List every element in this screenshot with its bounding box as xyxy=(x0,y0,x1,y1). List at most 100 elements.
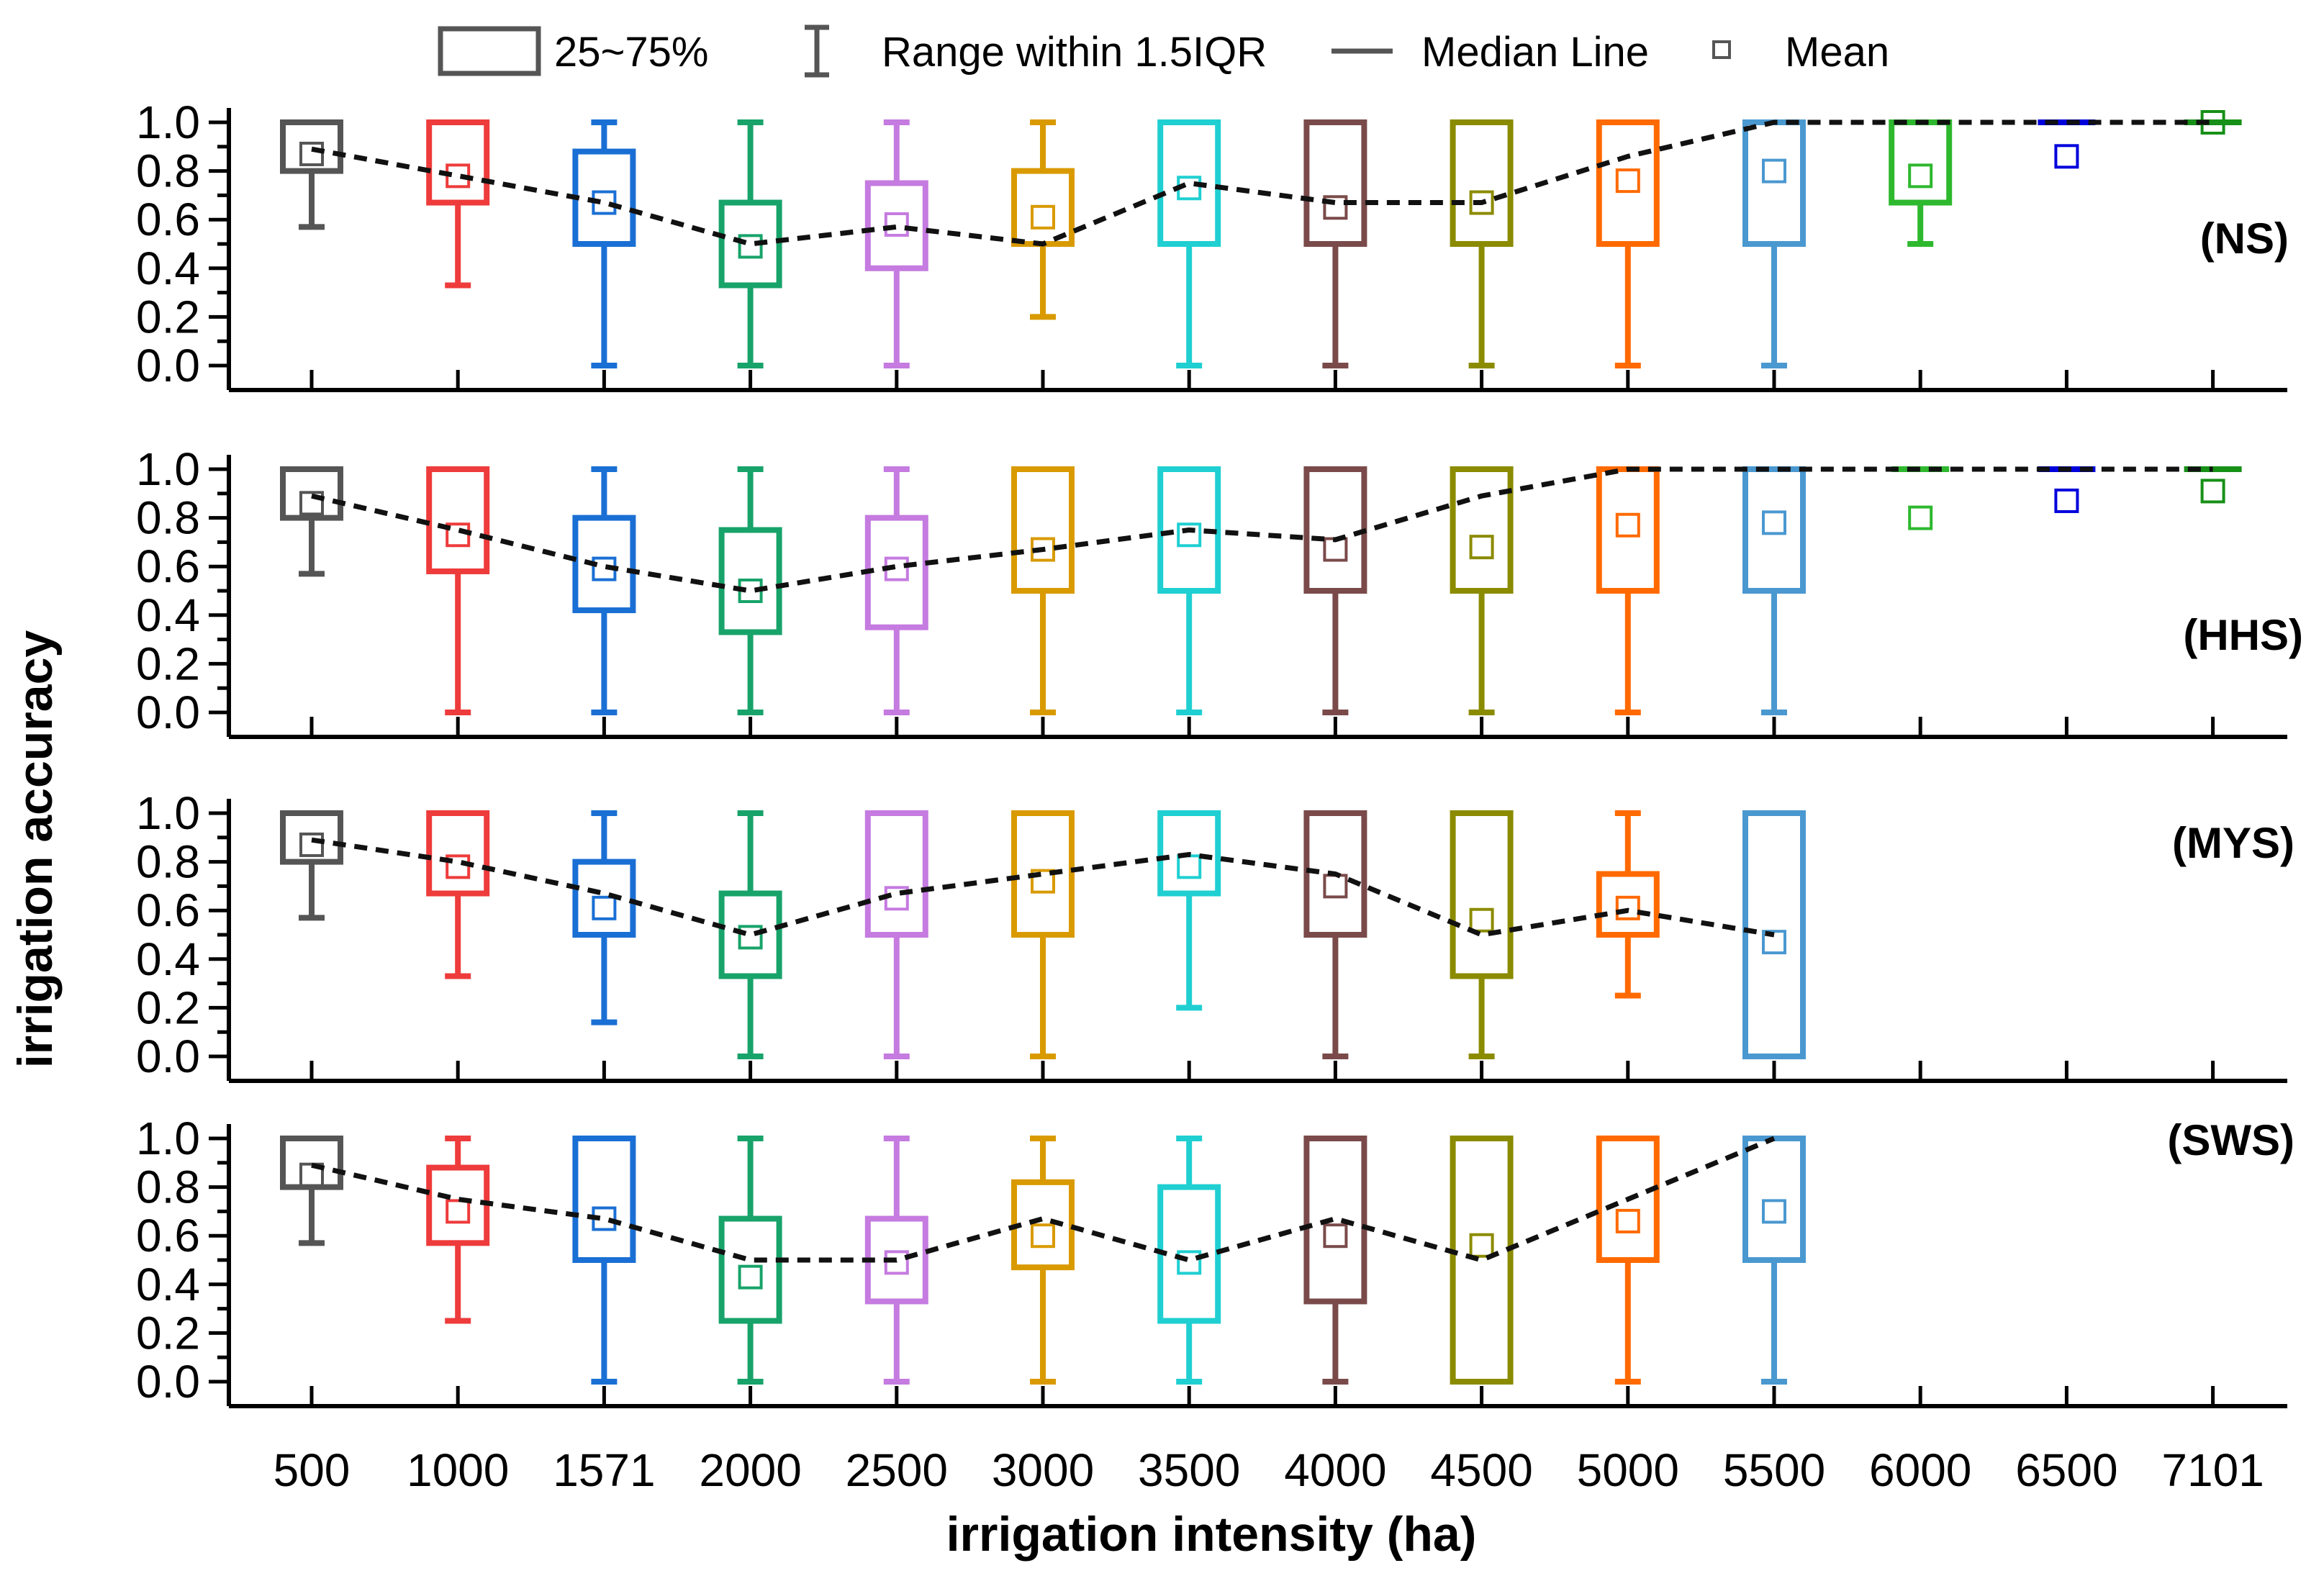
mean-marker xyxy=(1031,869,1055,894)
box-5500 xyxy=(1742,810,1806,1059)
box-3000 xyxy=(1011,810,1075,1059)
box-4500 xyxy=(1450,466,1514,715)
mean-marker xyxy=(738,234,763,259)
box-1000 xyxy=(426,466,490,715)
box-4500 xyxy=(1450,810,1514,1059)
y-tick-label: 0.2 xyxy=(136,291,200,343)
box-1571 xyxy=(572,119,636,368)
panels: 0.00.20.40.60.81.0(NS)0.00.20.40.60.81.0… xyxy=(136,96,2303,1408)
iqr-box xyxy=(1011,810,1075,938)
y-tick-label: 0.4 xyxy=(136,1259,200,1310)
mean-marker xyxy=(738,1264,763,1290)
y-tick-label: 0.8 xyxy=(136,145,200,197)
y-tick-label: 1.0 xyxy=(136,443,200,495)
y-tick-label: 0.0 xyxy=(136,340,200,391)
mean-marker xyxy=(884,212,909,237)
mean-marker xyxy=(1762,158,1786,184)
iqr-box xyxy=(1742,466,1806,594)
mean-marker xyxy=(1762,1199,1786,1224)
box-2500 xyxy=(864,119,928,368)
y-tick-label: 1.0 xyxy=(136,787,200,839)
box-4500 xyxy=(1450,119,1514,368)
panel-label: (SWS) xyxy=(2167,1116,2294,1164)
y-tick-label: 1.0 xyxy=(136,96,200,148)
x-tick-label: 3000 xyxy=(992,1444,1094,1496)
iqr-box xyxy=(718,527,782,635)
mean-marker xyxy=(1177,522,1202,548)
panel-mys: 0.00.20.40.60.81.0 (MYS) xyxy=(136,787,2294,1083)
iqr-box xyxy=(1450,1136,1514,1385)
box-4500 xyxy=(1450,1136,1514,1385)
iqr-box xyxy=(1303,1136,1367,1305)
y-tick-label: 0.6 xyxy=(136,194,200,245)
iqr-box xyxy=(1742,810,1806,1059)
mean-marker xyxy=(2054,144,2079,169)
iqr-box xyxy=(426,810,490,897)
y-tick-label: 0.0 xyxy=(136,1030,200,1082)
iqr-box xyxy=(1157,119,1221,247)
panel-label: (HHS) xyxy=(2183,611,2303,659)
box-2000 xyxy=(718,119,782,368)
iqr-box xyxy=(718,1215,782,1324)
box-4000 xyxy=(1303,1136,1367,1385)
mean-marker xyxy=(2054,488,2079,513)
box-2500 xyxy=(864,810,928,1059)
panel-ns: 0.00.20.40.60.81.0 (NS) xyxy=(136,96,2289,392)
x-tick-label: 5000 xyxy=(1577,1444,1679,1496)
box-3500 xyxy=(1157,810,1221,1011)
median-line xyxy=(311,466,2213,594)
mean-marker xyxy=(1908,505,1933,530)
legend-box-label: 25~75% xyxy=(554,29,708,76)
iqr-box xyxy=(572,515,636,614)
y-axis-title: irrigation accuracy xyxy=(8,630,63,1069)
mean-marker xyxy=(738,925,763,950)
x-tick-label: 4500 xyxy=(1430,1444,1532,1496)
y-tick-label: 0.8 xyxy=(136,1161,200,1213)
panel-hhs: 0.00.20.40.60.81.0 (HHS) xyxy=(136,443,2303,739)
x-tick-label: 4000 xyxy=(1284,1444,1386,1496)
y-tick-label: 0.0 xyxy=(136,687,200,738)
legend: 25~75% Range within 1.5IQR Median Line M… xyxy=(438,24,1889,78)
x-axis-tick-labels: 500 1000 1571 2000 2500 3000 3500 4000 4500 5000 5… xyxy=(273,1444,2264,1496)
mean-marker xyxy=(1762,930,1786,955)
iqr-box xyxy=(864,180,928,271)
box-500 xyxy=(280,466,343,577)
y-tick-label: 0.6 xyxy=(136,1210,200,1261)
x-tick-label: 2500 xyxy=(846,1444,948,1496)
iqr-box xyxy=(1157,466,1221,594)
box-500 xyxy=(280,810,343,921)
median-line xyxy=(311,1136,1776,1263)
box-5000 xyxy=(1596,810,1660,999)
mean-marker xyxy=(1031,204,1055,230)
mean-marker xyxy=(2200,479,2225,504)
mean-marker xyxy=(1323,1223,1348,1249)
box-500 xyxy=(280,1136,343,1246)
iqr-box xyxy=(1157,810,1221,897)
legend-whisker-swatch xyxy=(805,24,829,78)
panel-label: (NS) xyxy=(2200,214,2289,263)
x-tick-label: 1000 xyxy=(407,1444,509,1496)
box-5000 xyxy=(1596,119,1660,368)
box-3500 xyxy=(1157,119,1221,368)
box-1571 xyxy=(572,466,636,715)
legend-whisker-label: Range within 1.5IQR xyxy=(882,29,1267,76)
x-tick-label: 6000 xyxy=(1869,1444,1971,1496)
mean-marker xyxy=(299,832,324,857)
box-1000 xyxy=(426,119,490,289)
box-4000 xyxy=(1303,810,1367,1059)
mean-marker xyxy=(299,1162,324,1187)
y-tick-label: 0.2 xyxy=(136,982,200,1033)
iqr-box xyxy=(280,119,343,174)
mean-marker xyxy=(1469,190,1494,215)
y-tick-label: 0.4 xyxy=(136,589,200,641)
iqr-box xyxy=(572,1136,636,1263)
y-tick-label: 0.2 xyxy=(136,638,200,689)
y-tick-label: 0.8 xyxy=(136,492,200,544)
mean-marker xyxy=(1615,512,1640,538)
legend-mean-swatch xyxy=(1712,40,1731,59)
y-tick-label: 0.4 xyxy=(136,933,200,985)
mean-marker xyxy=(1908,163,1933,189)
mean-marker xyxy=(299,141,324,166)
x-tick-label: 1571 xyxy=(553,1444,655,1496)
